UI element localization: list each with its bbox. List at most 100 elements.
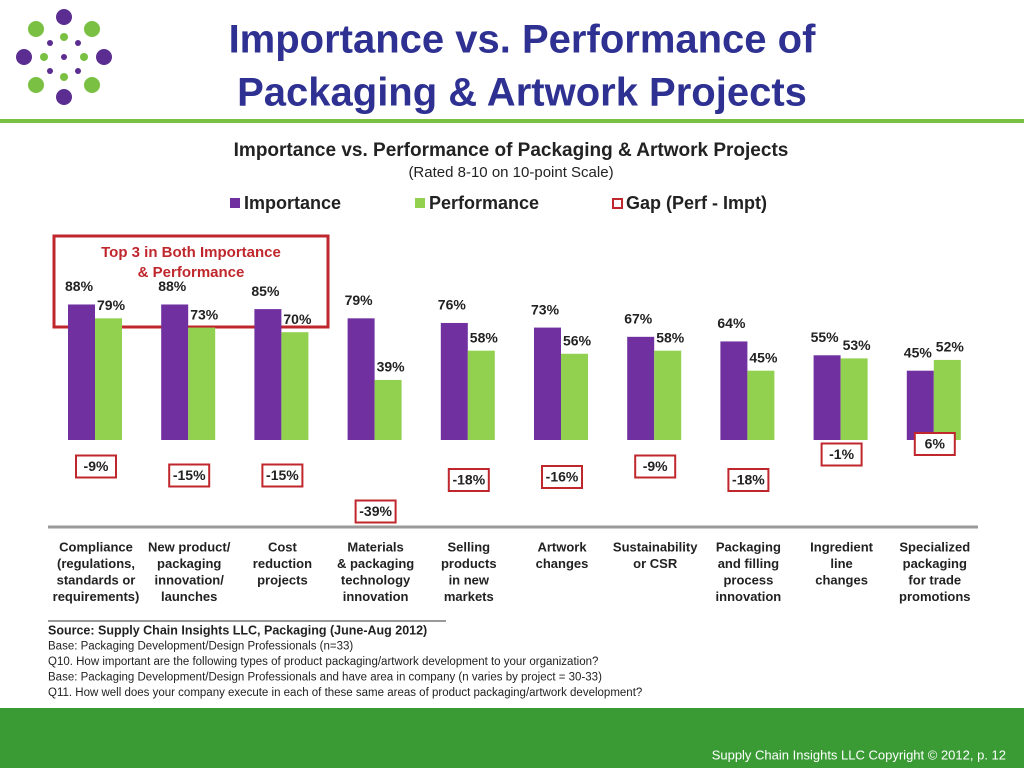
source-note: Base: Packaging Development/Design Profe… — [48, 641, 353, 653]
bar — [627, 336, 655, 440]
gap-box — [354, 499, 397, 524]
value-label: 79% — [345, 292, 374, 308]
annotation: Top 3 in Both Importance — [101, 244, 281, 261]
bar — [188, 327, 216, 440]
value-label: 76% — [438, 297, 467, 313]
x-tick-label: innovation — [716, 589, 782, 604]
chart-subtitle: (Rated 8-10 on 10-point Scale) — [408, 164, 613, 181]
gap-label: -18% — [732, 472, 765, 488]
x-tick-label: reduction — [253, 556, 312, 571]
value-label: 64% — [717, 315, 746, 331]
x-tick-label: (regulations, — [57, 556, 135, 571]
x-tick-label: line — [830, 556, 852, 571]
x-tick-label: Selling — [447, 539, 490, 554]
gap-label: 6% — [925, 436, 946, 452]
source-note: Q10. How important are the following typ… — [48, 656, 598, 668]
slide-title: Packaging & Artwork Projects — [237, 71, 807, 115]
legend-label: Performance — [429, 193, 539, 213]
value-label: 39% — [377, 359, 406, 375]
x-tick-label: standards or — [57, 572, 136, 587]
gap-label: -15% — [173, 467, 206, 483]
x-tick-label: promotions — [899, 589, 971, 604]
bar — [68, 304, 95, 440]
bar — [561, 353, 588, 440]
value-label: 56% — [563, 332, 592, 348]
value-label: 45% — [904, 344, 933, 360]
x-tick-label: Sustainability — [613, 539, 698, 554]
bar — [254, 309, 282, 440]
logo — [16, 9, 112, 105]
x-tick-label: Artwork — [537, 539, 587, 554]
source-note: Source: Supply Chain Insights LLC, Packa… — [48, 623, 427, 637]
legend-label: Importance — [244, 193, 341, 213]
gap-box — [447, 468, 490, 492]
x-tick-label: innovation — [343, 589, 409, 604]
x-tick-label: launches — [161, 589, 217, 604]
bar — [747, 370, 775, 440]
x-tick-label: packaging — [157, 556, 221, 571]
gap-box — [634, 454, 677, 479]
x-tick-label: requirements) — [53, 589, 140, 604]
value-label: 55% — [811, 329, 840, 345]
value-label: 53% — [843, 337, 872, 353]
legend-swatch — [415, 198, 425, 208]
bar — [374, 379, 402, 440]
bar — [813, 355, 841, 440]
x-tick-label: process — [723, 572, 773, 587]
x-tick-label: in new — [449, 572, 490, 587]
x-tick-label: projects — [257, 572, 308, 587]
value-label: 73% — [190, 306, 219, 322]
bar — [440, 322, 468, 440]
footer-band — [0, 708, 1024, 768]
x-tick-label: products — [441, 556, 497, 571]
legend-swatch — [230, 198, 240, 208]
value-label: 88% — [65, 278, 94, 294]
bar — [347, 318, 375, 440]
annotation-box — [52, 234, 330, 329]
gap-box — [820, 442, 863, 467]
gap-box — [913, 432, 956, 456]
x-tick-label: New product/ — [148, 539, 231, 554]
value-label: 79% — [97, 297, 126, 313]
x-tick-label: or CSR — [633, 556, 678, 571]
source-note: Base: Packaging Development/Design Profe… — [48, 672, 602, 684]
gap-box — [75, 454, 117, 479]
value-label: 85% — [251, 283, 280, 299]
slide-title: Importance vs. Performance of — [229, 18, 817, 62]
gap-label: -1% — [829, 446, 854, 462]
x-tick-label: for trade — [908, 572, 961, 587]
bar — [534, 327, 561, 440]
x-tick-label: Materials — [347, 539, 403, 554]
bar — [161, 304, 189, 440]
legend-swatch — [612, 198, 623, 209]
gap-label: -15% — [266, 467, 299, 483]
value-label: 58% — [656, 329, 685, 345]
gap-box — [261, 463, 304, 488]
bar — [281, 332, 309, 440]
x-tick-label: packaging — [903, 556, 967, 571]
bar — [654, 350, 682, 440]
annotation: & Performance — [138, 264, 245, 281]
bar — [906, 370, 934, 440]
gap-label: -16% — [546, 469, 579, 485]
value-label: 67% — [624, 311, 653, 327]
x-tick-label: Compliance — [59, 539, 133, 554]
gap-box — [727, 468, 770, 492]
x-tick-label: changes — [536, 556, 589, 571]
x-tick-label: changes — [815, 572, 868, 587]
value-label: 58% — [470, 329, 499, 345]
value-label: 73% — [531, 301, 560, 317]
x-tick-label: Ingredient — [810, 539, 874, 554]
gap-box — [541, 465, 583, 489]
x-tick-label: technology — [341, 572, 411, 587]
x-tick-label: innovation/ — [155, 572, 225, 587]
title-rule — [0, 119, 1024, 123]
x-tick-label: & packaging — [337, 556, 414, 571]
bar — [933, 359, 961, 440]
x-tick-label: Cost — [268, 539, 298, 554]
x-tick-label: markets — [444, 589, 494, 604]
bar — [95, 318, 122, 440]
source-note: Q11. How well does your company execute … — [48, 687, 642, 699]
value-label: 88% — [158, 278, 187, 294]
